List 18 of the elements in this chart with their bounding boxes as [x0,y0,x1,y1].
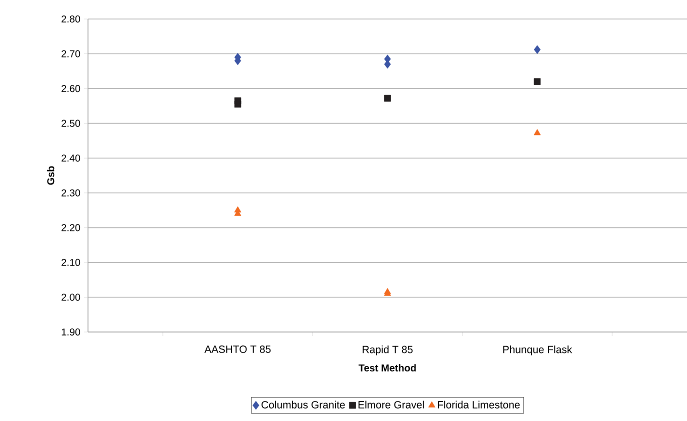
x-tick-label: Phunque Flask [503,346,572,356]
y-tick-label: 1.90 [62,328,80,336]
y-axis-title: Gsb [46,166,54,185]
y-tick-label: 2.60 [62,85,80,92]
legend-label: Elmore Gravel [358,400,424,408]
y-tick-label: 2.20 [62,224,80,232]
y-tick-label: 2.40 [62,154,80,162]
x-tick-label: Rapid T 85 [362,346,413,356]
y-tick-label: 2.80 [62,15,80,23]
legend-label: Florida Limestone [438,400,520,408]
y-tick-label: 2.30 [62,189,80,196]
x-tick-label: AASHTO T 85 [204,346,271,353]
y-tick-label: 2.50 [62,120,80,127]
y-tick-label: 2.10 [62,258,80,266]
x-axis-title: Test Method [358,364,416,372]
legend-label: Columbus Granite [262,400,345,408]
y-tick-label: 2.00 [62,294,80,301]
y-tick-label: 2.70 [62,50,80,58]
